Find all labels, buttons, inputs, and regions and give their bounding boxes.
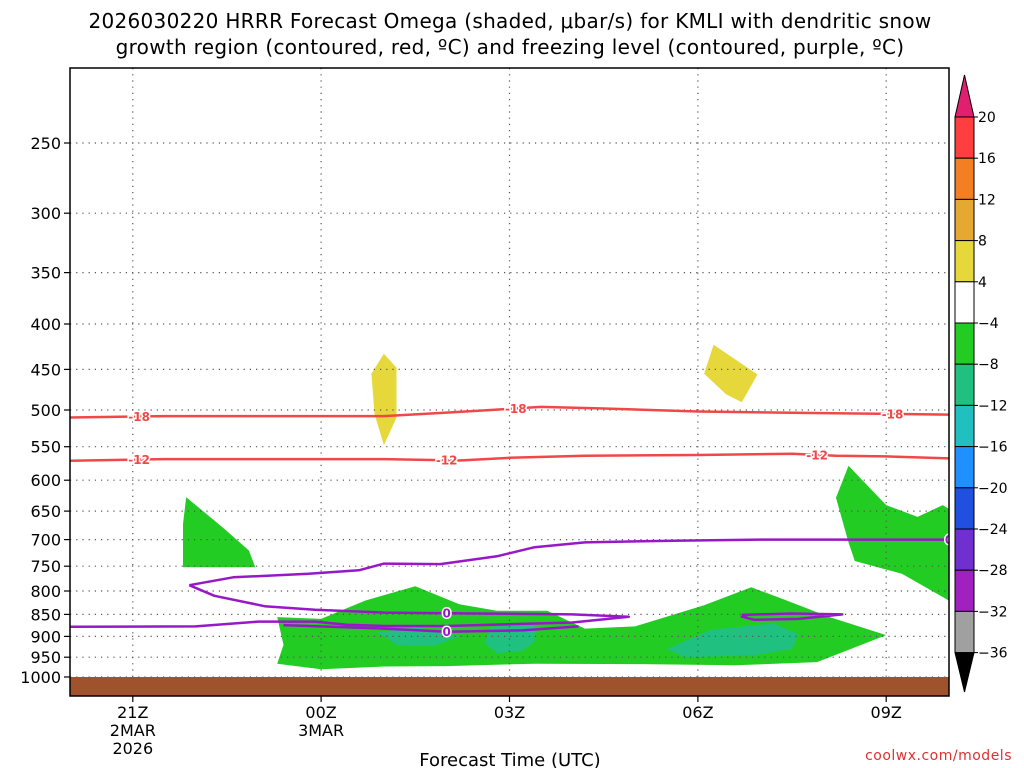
x-tick-label-06Z: 06Z: [682, 703, 713, 722]
ground: [70, 677, 949, 696]
y-tick-label-600: 600: [30, 471, 61, 490]
dgz-minus-18-label-1: -18: [505, 402, 527, 416]
freezing-level-lower-label-0: 0: [443, 625, 451, 639]
dgz-minus-18-label-0: -18: [128, 410, 150, 424]
contour-lines: -18 -18 -18 -12 -12 -12 0 0 0: [70, 401, 953, 641]
y-tick-label-300: 300: [30, 204, 61, 223]
colorbar-band-10: [954, 528, 975, 571]
stronger-negative-omega-cell-00z: [377, 626, 460, 646]
colorbar-label-10: −24: [978, 522, 1008, 538]
y-tick-label-350: 350: [30, 264, 61, 283]
y-tick-label-800: 800: [30, 582, 61, 601]
y-tick-label-650: 650: [30, 502, 61, 521]
colorbar-band-9: [954, 487, 975, 530]
colorbar-band-1: [954, 157, 975, 200]
freezing-level-07z-loop-line: [740, 612, 844, 622]
colorbar-label-3: 8: [978, 234, 987, 250]
freezing-level-loop-label-0: 0: [443, 607, 451, 621]
colorbar-label-2: 12: [978, 192, 996, 208]
y-tick-label-550: 550: [30, 438, 61, 457]
colorbar-band-6: [954, 363, 975, 406]
y-tick-label-700: 700: [30, 531, 61, 550]
colorbar-label-6: −8: [978, 357, 999, 373]
x-tick-label-21Z: 21Z: [117, 703, 148, 722]
negative-omega-region-west: [183, 497, 256, 568]
title-line-1: 2026030220 HRRR Forecast Omega (shaded, …: [88, 9, 931, 33]
y-tick-label-1000: 1000: [20, 668, 61, 687]
freezing-level-upper-label-0: 0: [945, 533, 953, 547]
colorbar-label-12: −32: [978, 604, 1008, 620]
colorbar-label-9: −20: [978, 481, 1008, 497]
colorbar-label-4: 4: [978, 275, 987, 291]
freezing-level-lower-line: [283, 623, 579, 633]
colorbar-label-0: 20: [978, 110, 996, 126]
stronger-negative-omega-cell-07z: [666, 623, 799, 658]
x-tick-label-03Z: 03Z: [494, 703, 525, 722]
colorbar-band-7: [954, 404, 975, 448]
y-tick-label-900: 900: [30, 627, 61, 646]
colorbar-band-2: [954, 198, 975, 242]
dgz-minus-12-label-2: -12: [806, 448, 828, 462]
x-axis: 21Z2MAR202600Z3MAR03Z06Z09Z12Z: [110, 696, 902, 758]
dgz-minus-18-label-2: -18: [882, 407, 904, 421]
y-tick-label-950: 950: [30, 648, 61, 667]
colorbar-band-0: [954, 116, 975, 159]
colorbar-band-4: [954, 281, 975, 324]
colorbar-band-11: [954, 569, 975, 612]
positive-omega-cell-01z: [371, 353, 397, 446]
x-tick-label-09Z: 09Z: [871, 703, 902, 722]
chart-title: 2026030220 HRRR Forecast Omega (shaded, …: [88, 9, 931, 59]
y-tick-label-450: 450: [30, 360, 61, 379]
colorbar-label-1: 16: [978, 151, 996, 167]
credit-text: coolwx.com/models: [865, 748, 1012, 764]
colorbar-band-8: [954, 446, 975, 489]
colorbar: 20 16 12 8 4 −4 −8 −12 −16 −20 −24 −28 −32 −36: [954, 74, 1008, 693]
dgz-minus-12-label-1: -12: [436, 454, 458, 468]
colorbar-label-8: −16: [978, 440, 1008, 456]
x-tick-label-00Z: 00Z: [305, 703, 336, 722]
colorbar-label-13: −36: [978, 646, 1008, 662]
colorbar-label-7: −12: [978, 398, 1008, 414]
positive-omega-cell-07z: [704, 344, 758, 403]
x-tick-sublabel-21Z-0: 2MAR: [110, 721, 156, 740]
colorbar-band-12: [954, 610, 975, 654]
colorbar-band-3: [954, 240, 975, 283]
negative-omega-region-east: [836, 465, 949, 601]
y-tick-label-400: 400: [30, 315, 61, 334]
freezing-level-upper-line: [189, 538, 949, 587]
dgz-minus-12-label-0: -12: [128, 453, 150, 467]
colorbar-label-5: −4: [978, 316, 999, 332]
omega-shading: [183, 344, 949, 670]
x-axis-title: Forecast Time (UTC): [419, 750, 600, 768]
freezing-level-loop-line: [70, 584, 631, 628]
dgz-minus-18-line: [70, 405, 949, 419]
colorbar-bottom-arrow: [954, 652, 975, 693]
colorbar-label-11: −28: [978, 563, 1008, 579]
title-line-2: growth region (contoured, red, ºC) and f…: [116, 35, 905, 59]
colorbar-band-5: [954, 322, 975, 365]
y-tick-label-500: 500: [30, 401, 61, 420]
ground-strip: [70, 677, 949, 696]
y-tick-label-250: 250: [30, 134, 61, 153]
grid: [70, 68, 949, 696]
colorbar-top-arrow: [954, 74, 975, 118]
y-tick-label-750: 750: [30, 557, 61, 576]
y-axis: 250 300 350 400 450 500 550 600 650 700 750 800 850 9…: [20, 134, 70, 687]
x-tick-sublabel-21Z-1: 2026: [112, 739, 153, 758]
y-tick-label-850: 850: [30, 605, 61, 624]
dgz-minus-12-line: [70, 452, 949, 462]
x-tick-sublabel-00Z-0: 3MAR: [298, 721, 344, 740]
